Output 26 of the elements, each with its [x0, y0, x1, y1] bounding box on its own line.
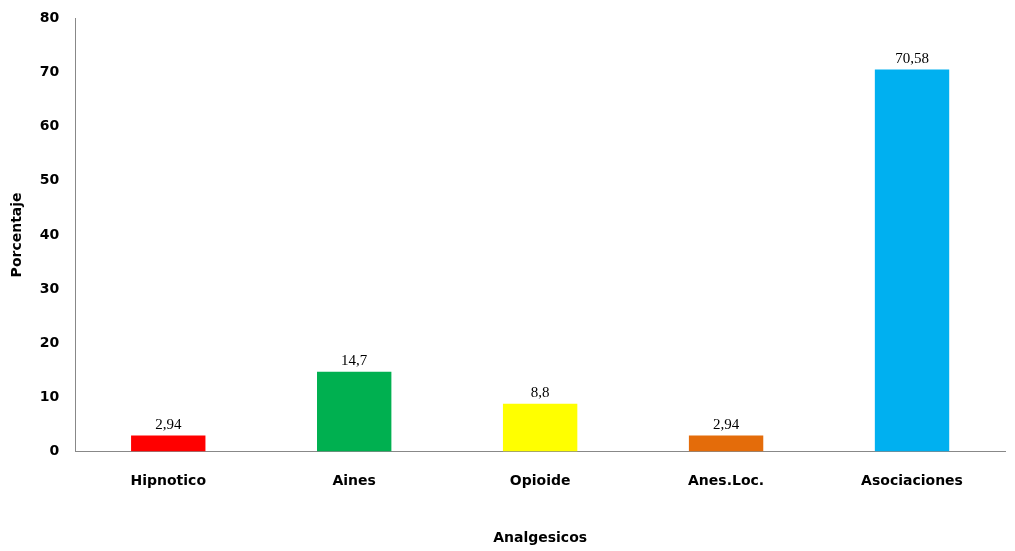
x-axis-title: Analgesicos [493, 529, 588, 546]
bar [131, 435, 206, 452]
x-tick-label: Hipnotico [130, 472, 207, 489]
y-tick-label: 70 [39, 63, 60, 80]
y-tick-label: 20 [39, 333, 60, 350]
x-tick-label: Opioide [509, 472, 571, 489]
y-tick-label: 0 [49, 442, 60, 459]
bar [317, 371, 392, 452]
data-label: 2,94 [712, 415, 740, 432]
y-tick-label: 10 [39, 387, 60, 404]
y-tick-label: 60 [39, 117, 60, 134]
x-tick-label: Asociaciones [861, 472, 963, 489]
y-tick-label: 80 [39, 9, 60, 26]
data-label: 14,7 [341, 352, 368, 369]
x-tick-label: Anes.Loc. [688, 472, 765, 489]
y-tick-label: 50 [39, 171, 60, 188]
bar [502, 403, 578, 452]
y-axis-title: Porcentaje [8, 192, 25, 278]
y-tick-label: 40 [39, 225, 60, 242]
data-label: 2,94 [155, 415, 182, 432]
bar [874, 69, 950, 452]
y-tick-label: 30 [39, 279, 60, 296]
data-label: 8,8 [530, 384, 550, 401]
data-label: 70,58 [895, 49, 929, 66]
bar [688, 435, 764, 452]
x-tick-label: Aines [332, 472, 376, 489]
